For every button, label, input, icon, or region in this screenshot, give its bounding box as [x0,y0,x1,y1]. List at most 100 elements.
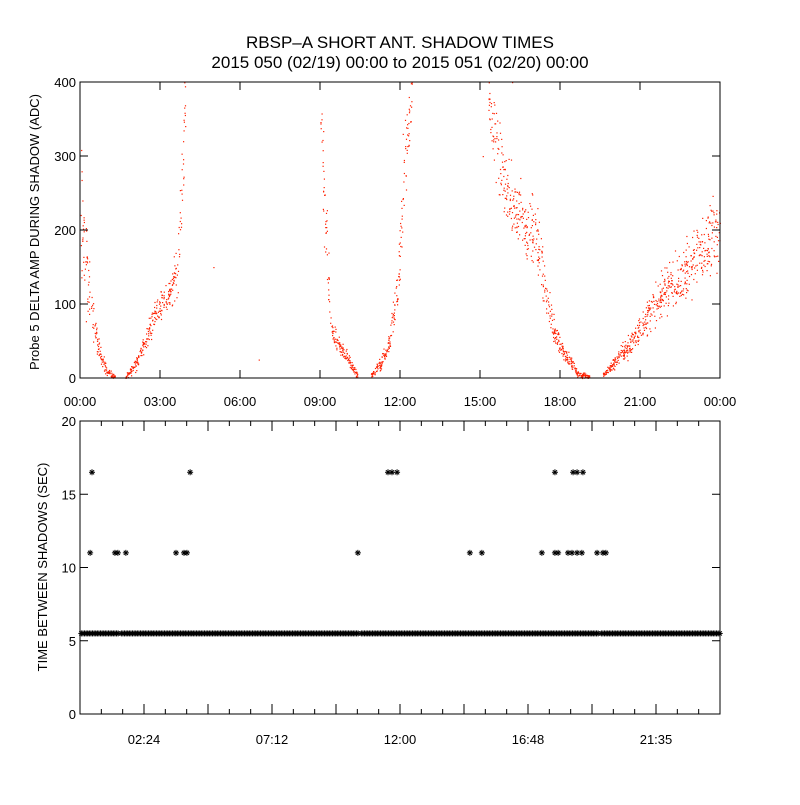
amplitude-point [562,353,565,356]
amplitude-point [537,229,539,231]
amplitude-point [535,219,537,221]
amplitude-point [162,302,164,304]
amplitude-point [665,302,667,304]
amplitude-point [576,373,578,375]
amplitude-point [149,327,151,330]
amplitude-point [539,249,541,251]
amplitude-point [398,284,400,286]
amplitude-point [403,204,405,206]
amplitude-point [508,187,510,189]
amplitude-point [326,227,328,229]
amplitude-point [684,282,686,284]
amplitude-point [645,326,647,328]
amplitude-point [87,258,89,260]
amplitude-point [159,310,161,312]
amplitude-point [616,361,618,363]
amplitude-point [130,371,132,373]
amplitude-point [94,324,97,326]
amplitude-point [321,113,323,115]
amplitude-point [659,283,661,285]
amplitude-point [635,331,637,333]
amplitude-point [661,290,663,292]
amplitude-point [396,300,399,302]
amplitude-point [647,314,649,316]
amplitude-point [562,355,564,357]
amplitude-point [178,233,180,235]
amplitude-point [172,289,174,291]
amplitude-point [553,333,555,335]
amplitude-point [411,101,413,103]
amplitude-point [156,304,158,307]
amplitude-point [638,336,640,339]
amplitude-point [142,342,145,344]
amplitude-point [389,344,391,346]
amplitude-point [334,326,336,328]
amplitude-point [609,366,611,368]
amplitude-point [686,235,688,238]
amplitude-point [553,340,555,343]
amplitude-point [532,194,534,196]
amplitude-point [498,139,500,141]
amplitude-point [624,350,626,352]
y-tick-label: 5 [69,634,76,649]
amplitude-point [338,344,341,346]
amplitude-point [647,305,649,307]
amplitude-point [353,367,355,369]
amplitude-point [603,373,605,375]
amplitude-point [149,327,151,329]
amplitude-point [82,200,84,202]
amplitude-point [352,368,354,370]
amplitude-point [509,194,512,196]
amplitude-point [179,229,182,231]
amplitude-point [699,243,701,246]
amplitude-point [524,238,526,240]
amplitude-point [573,365,575,367]
amplitude-point [562,349,564,351]
amplitude-point [710,263,713,265]
amplitude-point [111,374,113,376]
amplitude-point [154,321,156,323]
amplitude-point [93,308,95,310]
amplitude-point [681,293,683,295]
amplitude-point [671,280,673,282]
amplitude-point [85,228,87,230]
amplitude-point [110,375,112,377]
amplitude-point [169,303,171,305]
amplitude-point [520,217,522,219]
amplitude-point [550,323,552,325]
amplitude-point [626,348,628,350]
amplitude-point [662,299,664,301]
amplitude-point [646,334,649,336]
amplitude-point [663,293,665,295]
amplitude-point [582,375,584,377]
amplitude-point [171,305,173,307]
amplitude-point [83,221,85,224]
amplitude-point [607,366,609,368]
amplitude-point [376,364,379,366]
amplitude-point [608,367,610,369]
amplitude-point [154,301,156,304]
amplitude-point [664,278,666,280]
amplitude-point [710,209,712,211]
amplitude-point [145,343,147,345]
interval-point [187,469,194,476]
amplitude-point [637,336,639,338]
amplitude-point [396,286,398,288]
amplitude-point [538,259,540,261]
amplitude-point [550,304,553,306]
amplitude-point [684,272,686,274]
amplitude-point [159,308,161,310]
amplitude-point [664,284,666,286]
amplitude-point [690,255,692,257]
amplitude-point [684,261,686,263]
amplitude-point [626,355,628,357]
x-tick-label: 09:00 [304,394,337,409]
amplitude-point [561,342,564,345]
amplitude-point [629,345,631,347]
amplitude-point [89,261,91,263]
amplitude-point [703,260,705,262]
amplitude-point [696,281,698,283]
amplitude-point [670,277,672,279]
amplitude-point [175,252,177,254]
